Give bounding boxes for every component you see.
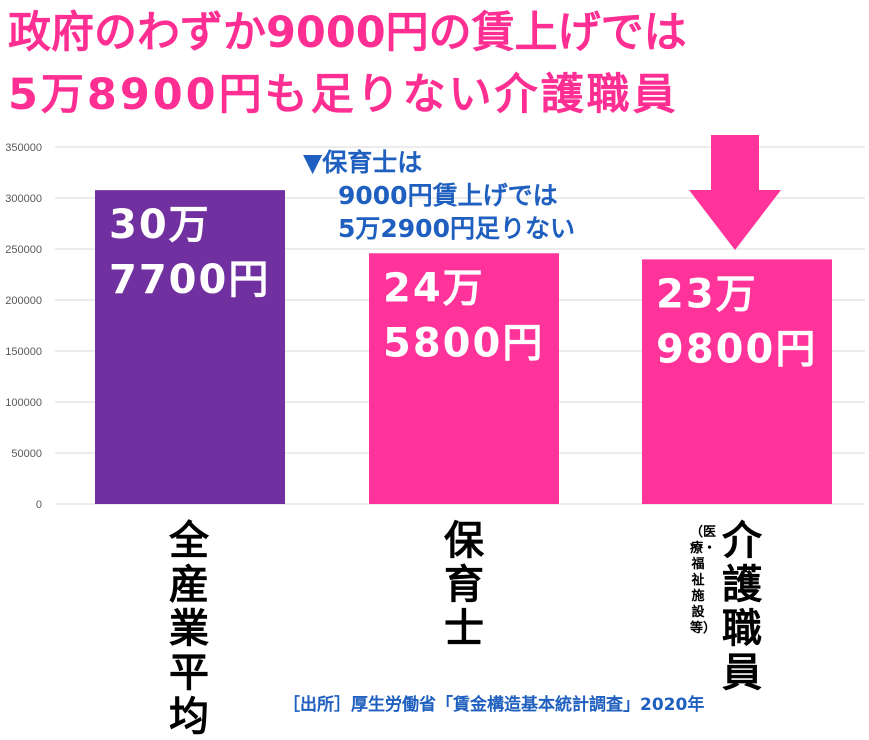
y-tick-label: 50000	[11, 448, 42, 460]
bar-value-label: 30万	[109, 202, 211, 248]
note-line-1: ▼保育士は	[303, 148, 423, 177]
category-label-nursery-teacher: 保育士	[444, 518, 484, 652]
down-arrow-icon	[689, 135, 781, 250]
bar-2	[369, 253, 559, 504]
y-tick-label: 100000	[5, 397, 42, 409]
note-line-2: 9000円賃上げでは	[338, 181, 558, 210]
bar-chart: 0 50000 100000 150000 200000 250000 300000 3500…	[5, 135, 865, 511]
y-tick-label: 350000	[5, 142, 42, 154]
bar-3	[642, 259, 832, 504]
bar-value-label: 5800円	[383, 320, 544, 366]
bar-value-label: 9800円	[656, 326, 817, 372]
source-note: ［出所］厚生労働省「賃金構造基本統計調査」2020年	[283, 695, 705, 715]
bar-value-label: 24万	[383, 265, 485, 311]
bar-1	[95, 190, 285, 504]
headline-line-2: 5万8900円も足りない介護職員	[8, 70, 679, 120]
note-line-3: 5万2900円足りない	[338, 214, 575, 243]
bar-value-label: 7700円	[109, 257, 270, 303]
y-tick-label: 150000	[5, 346, 42, 358]
category-label-all-industries: 全産業平均	[169, 518, 209, 740]
y-tick-label: 200000	[5, 295, 42, 307]
y-tick-label: 0	[36, 499, 42, 511]
category-sublabel-care-worker: （医療・福祉施設等）	[690, 525, 717, 636]
bar-value-label: 23万	[656, 271, 758, 317]
headline-line-1: 政府のわずか9000円の賃上げでは	[8, 8, 687, 58]
y-tick-label: 300000	[5, 193, 42, 205]
category-label-care-worker: 介護職員	[722, 518, 762, 696]
y-tick-label: 250000	[5, 244, 42, 256]
